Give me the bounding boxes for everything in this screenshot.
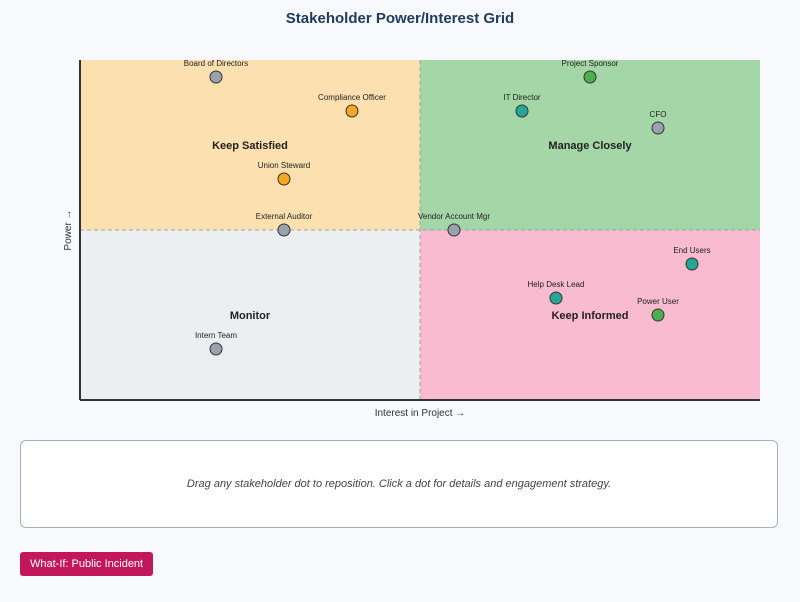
stakeholder-vendor-account-mgr[interactable]: Vendor Account Mgr: [418, 212, 490, 237]
stakeholder-dot[interactable]: [345, 104, 359, 118]
stakeholder-label: Board of Directors: [184, 59, 248, 68]
stakeholder-label: End Users: [673, 246, 710, 255]
whatif-public-incident-button[interactable]: What-If: Public Incident: [20, 552, 154, 576]
stakeholder-dot[interactable]: [447, 223, 461, 237]
stakeholder-label: Compliance Officer: [318, 93, 386, 102]
stakeholder-dot[interactable]: [277, 172, 291, 186]
stakeholder-end-users[interactable]: End Users: [673, 246, 711, 271]
stakeholder-label: IT Director: [503, 93, 541, 102]
quadrant-label-keep-informed: Keep Informed: [551, 310, 628, 322]
stakeholder-cfo[interactable]: CFO: [650, 110, 667, 135]
stakeholder-dot[interactable]: [515, 104, 529, 118]
stakeholder-external-auditor[interactable]: External Auditor: [256, 212, 313, 237]
stakeholder-power-user[interactable]: Power User: [637, 297, 679, 322]
info-text: Drag any stakeholder dot to reposition. …: [186, 478, 612, 490]
stakeholder-label: Project Sponsor: [562, 59, 619, 68]
x-axis-label: Interest in Project →: [375, 408, 466, 419]
stakeholder-it-director[interactable]: IT Director: [503, 93, 541, 118]
stakeholder-compliance-officer[interactable]: Compliance Officer: [318, 93, 386, 118]
stakeholder-help-desk-lead[interactable]: Help Desk Lead: [528, 280, 585, 305]
quadrant-label-manage-closely: Manage Closely: [548, 140, 632, 152]
quadrant-keep-informed: [420, 230, 760, 400]
stakeholder-label: Vendor Account Mgr: [418, 212, 490, 221]
quadrant-monitor: [80, 230, 420, 400]
quadrant-keep-satisfied: [80, 60, 420, 230]
page-title: Stakeholder Power/Interest Grid: [285, 10, 515, 27]
info-panel: Drag any stakeholder dot to reposition. …: [20, 440, 778, 528]
quadrant-label-keep-satisfied: Keep Satisfied: [212, 140, 288, 152]
stakeholder-dot[interactable]: [685, 257, 699, 271]
stakeholder-dot[interactable]: [209, 70, 223, 84]
stakeholder-dot[interactable]: [277, 223, 291, 237]
stakeholder-label: Union Steward: [258, 161, 310, 170]
quadrant-manage-closely: [420, 60, 760, 230]
stakeholder-union-steward[interactable]: Union Steward: [258, 161, 310, 186]
quadrant-label-monitor: Monitor: [230, 310, 271, 322]
stakeholder-dot[interactable]: [549, 291, 563, 305]
power-interest-grid[interactable]: Keep Satisfied Manage Closely Monitor Keep …: [0, 0, 800, 420]
stakeholder-label: Power User: [637, 297, 679, 306]
stakeholder-board-of-directors[interactable]: Board of Directors: [184, 59, 248, 84]
stakeholder-label: Help Desk Lead: [528, 280, 585, 289]
stakeholder-dot[interactable]: [651, 308, 665, 322]
stakeholder-label: Intern Team: [195, 331, 237, 340]
stakeholder-dot[interactable]: [583, 70, 597, 84]
stakeholder-label: CFO: [650, 110, 667, 119]
stakeholder-dot[interactable]: [651, 121, 665, 135]
stakeholder-project-sponsor[interactable]: Project Sponsor: [562, 59, 619, 84]
stakeholder-dot[interactable]: [209, 342, 223, 356]
y-axis-label: Power →: [63, 209, 74, 250]
stakeholder-intern-team[interactable]: Intern Team: [195, 331, 237, 356]
stakeholder-label: External Auditor: [256, 212, 313, 221]
